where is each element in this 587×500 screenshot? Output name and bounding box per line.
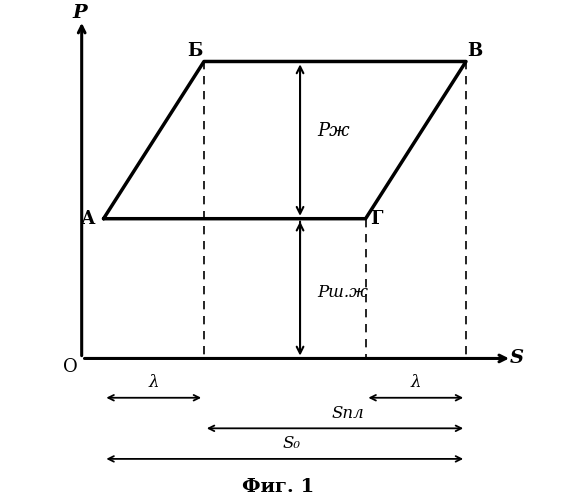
- Text: Рш.ж: Рш.ж: [318, 284, 369, 302]
- Text: Рж: Рж: [318, 122, 350, 140]
- Text: Г: Г: [370, 210, 383, 228]
- Text: λ: λ: [410, 374, 421, 391]
- Text: Б: Б: [188, 42, 203, 60]
- Text: λ: λ: [149, 374, 159, 391]
- Text: Фиг. 1: Фиг. 1: [242, 478, 315, 496]
- Text: O: O: [63, 358, 78, 376]
- Text: В: В: [467, 42, 483, 60]
- Text: Sпл: Sпл: [332, 404, 365, 421]
- Text: А: А: [81, 210, 96, 228]
- Text: P: P: [72, 4, 87, 22]
- Text: S₀: S₀: [282, 435, 301, 452]
- Text: S: S: [510, 350, 524, 368]
